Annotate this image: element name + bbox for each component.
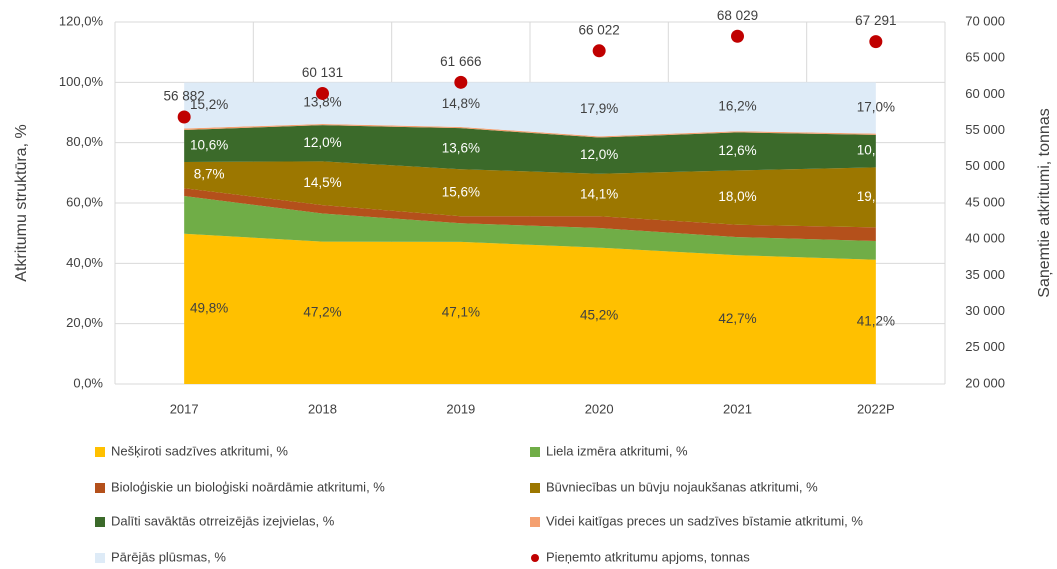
data-label: 12,6% bbox=[718, 143, 756, 158]
point-label: 67 291 bbox=[855, 13, 896, 28]
legend-marker bbox=[95, 483, 105, 493]
y-tick-label: 120,0% bbox=[59, 13, 104, 28]
data-label: 16,2% bbox=[718, 98, 756, 113]
data-label: 15,2% bbox=[190, 97, 228, 112]
point bbox=[869, 35, 883, 49]
area bbox=[184, 125, 876, 174]
y2-tick-label: 30 000 bbox=[965, 303, 1005, 318]
point bbox=[592, 44, 606, 58]
legend-label: Videi kaitīgas preces un sadzīves bīstam… bbox=[546, 513, 863, 528]
data-label: 14,5% bbox=[303, 175, 341, 190]
y-tick-label: 0,0% bbox=[73, 375, 103, 390]
data-label: 10,6% bbox=[190, 138, 228, 153]
y2-tick-label: 70 000 bbox=[965, 13, 1005, 28]
y-axis-title: Atkritumu struktūra, % bbox=[13, 124, 30, 281]
data-label: 13,8% bbox=[303, 95, 341, 110]
data-label: 19,9% bbox=[857, 189, 895, 204]
legend-marker bbox=[95, 447, 105, 457]
y-tick-label: 60,0% bbox=[66, 194, 103, 209]
point bbox=[316, 86, 329, 100]
data-label: 8,7% bbox=[194, 167, 225, 182]
legend-marker bbox=[530, 483, 540, 493]
data-label: 47,1% bbox=[442, 305, 480, 320]
x-tick-label: 2022P bbox=[857, 401, 895, 416]
labels: 49,8% 47,2% 47,1% 45,2% 42,7% 41,2% 8,7% 14,5% 1… bbox=[164, 8, 897, 329]
legend-label: Liela izmēra atkritumi, % bbox=[546, 443, 688, 458]
y2-axis-title: Saņemtie atkritumi, tonnas bbox=[1036, 108, 1053, 297]
data-label: 45,2% bbox=[580, 307, 618, 322]
data-label: 47,2% bbox=[303, 304, 341, 319]
legend-marker bbox=[530, 517, 540, 527]
point bbox=[731, 29, 744, 43]
data-label: 15,6% bbox=[442, 184, 480, 199]
legend-label: Nešķiroti sadzīves atkritumi, % bbox=[111, 443, 288, 458]
point-label: 66 022 bbox=[579, 22, 620, 37]
y2-tick-label: 20 000 bbox=[965, 375, 1005, 390]
area bbox=[184, 233, 876, 384]
data-label: 41,2% bbox=[857, 313, 895, 328]
legend-marker bbox=[530, 447, 540, 457]
data-label: 42,7% bbox=[718, 311, 756, 326]
legend-label: Pārējās plūsmas, % bbox=[111, 549, 226, 564]
area bbox=[184, 188, 876, 242]
point-label: 56 882 bbox=[164, 89, 205, 104]
legend-label: Būvniecības un būvju nojaukšanas atkritu… bbox=[546, 479, 818, 494]
data-label: 10,8% bbox=[857, 143, 895, 158]
y2-tick-label: 25 000 bbox=[965, 339, 1005, 354]
x-tick-label: 2020 bbox=[585, 401, 614, 416]
data-label: 13,6% bbox=[442, 140, 480, 155]
areas bbox=[184, 82, 876, 384]
y-tick-label: 20,0% bbox=[66, 315, 103, 330]
point bbox=[454, 75, 468, 89]
y2-tick-label: 35 000 bbox=[965, 267, 1005, 282]
legend-label: Bioloģiskie un bioloģiski noārdāmie atkr… bbox=[111, 479, 385, 494]
data-label: 17,9% bbox=[580, 101, 618, 116]
data-label: 12,0% bbox=[580, 147, 618, 162]
x-tick-label: 2021 bbox=[723, 401, 752, 416]
legend-marker bbox=[531, 554, 539, 562]
data-label: 17,0% bbox=[857, 100, 895, 115]
data-label: 18,0% bbox=[718, 189, 756, 204]
point-label: 60 131 bbox=[302, 65, 343, 80]
legend-label: Pieņemto atkritumu apjoms, tonnas bbox=[546, 549, 750, 564]
y-tick-label: 80,0% bbox=[66, 134, 103, 149]
y2-tick-label: 65 000 bbox=[965, 50, 1005, 65]
y2-tick-label: 55 000 bbox=[965, 122, 1005, 137]
y2-tick-label: 40 000 bbox=[965, 231, 1005, 246]
legend-label: Dalīti savāktās otrreizējās izejvielas, … bbox=[111, 513, 335, 528]
legend-marker bbox=[95, 517, 105, 527]
area bbox=[184, 196, 876, 260]
point bbox=[177, 110, 191, 124]
data-label: 14,1% bbox=[580, 187, 618, 202]
y2-tick-label: 50 000 bbox=[965, 158, 1005, 173]
legend-marker bbox=[95, 553, 105, 563]
area bbox=[184, 161, 876, 228]
x-tick-label: 2019 bbox=[446, 401, 475, 416]
x-tick-label: 2017 bbox=[170, 401, 199, 416]
data-label: 12,0% bbox=[303, 135, 341, 150]
area bbox=[184, 82, 876, 137]
y-tick-label: 40,0% bbox=[66, 255, 103, 270]
data-label: 49,8% bbox=[190, 300, 228, 315]
x-tick-label: 2018 bbox=[308, 401, 337, 416]
data-label: 14,8% bbox=[442, 96, 480, 111]
y2-tick-label: 60 000 bbox=[965, 86, 1005, 101]
y-tick-label: 100,0% bbox=[59, 74, 104, 89]
point-label: 68 029 bbox=[717, 8, 758, 23]
point-label: 61 666 bbox=[440, 54, 481, 69]
y2-tick-label: 45 000 bbox=[965, 194, 1005, 209]
